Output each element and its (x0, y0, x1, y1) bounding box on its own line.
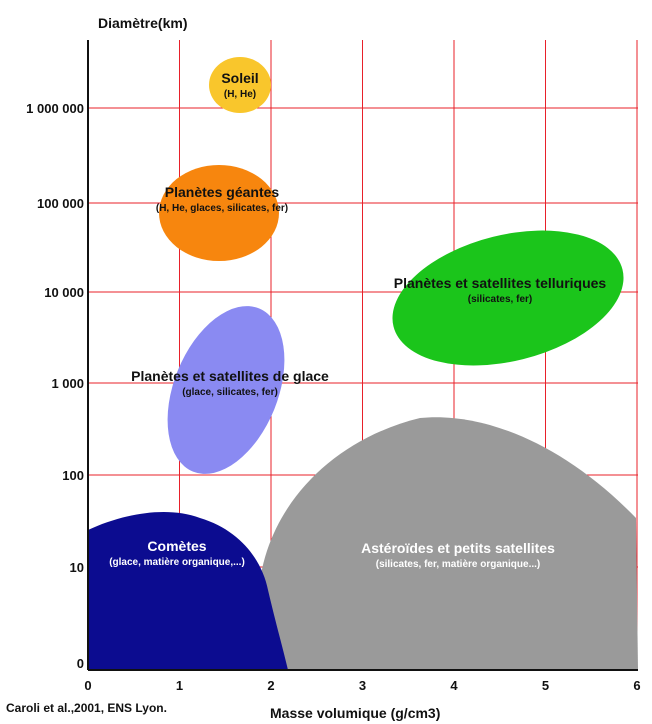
x-axis-title: Masse volumique (g/cm3) (270, 705, 440, 721)
x-tick-label: 0 (84, 678, 91, 693)
x-tick-label: 6 (633, 678, 640, 693)
y-ticks: 0 10 100 1 000 10 000 100 000 1 000 000 (26, 101, 84, 671)
region-name: Astéroïdes et petits satellites (361, 540, 555, 556)
region-composition: (glace, silicates, fer) (182, 387, 278, 398)
region-composition: (silicates, fer, matière organique...) (376, 559, 541, 570)
y-tick-label: 100 (62, 468, 84, 483)
region-planetes-telluriques (392, 230, 624, 366)
y-tick-label: 10 (70, 560, 84, 575)
region-label: Planètes et satellites de glace (glace, s… (131, 368, 329, 398)
region-label: Astéroïdes et petits satellites (silicate… (361, 540, 555, 570)
x-tick-label: 4 (450, 678, 458, 693)
y-tick-label: 100 000 (37, 196, 84, 211)
x-tick-label: 1 (176, 678, 183, 693)
region-label: Soleil (H, He) (221, 70, 258, 100)
y-tick-label: 1 000 (51, 376, 84, 391)
y-axis-title: Diamètre(km) (98, 15, 187, 31)
region-composition: (glace, matière organique,...) (109, 557, 245, 568)
region-label: Planètes et satellites telluriques (silic… (394, 275, 607, 305)
y-tick-label: 1 000 000 (26, 101, 84, 116)
region-asteroides (258, 417, 638, 670)
region-label: Planètes géantes (H, He, glaces, silicate… (156, 184, 288, 214)
x-tick-label: 2 (267, 678, 274, 693)
region-labels: Soleil (H, He) Planètes géantes (H, He, gla… (109, 70, 606, 570)
x-ticks: 0 1 2 3 4 5 6 (84, 678, 640, 693)
region-composition: (silicates, fer) (468, 294, 532, 305)
x-tick-label: 5 (542, 678, 549, 693)
x-tick-label: 3 (359, 678, 366, 693)
region-composition: (H, He) (224, 89, 256, 100)
region-name: Planètes et satellites de glace (131, 368, 329, 384)
region-soleil (209, 57, 271, 113)
credit-text: Caroli et al.,2001, ENS Lyon. (6, 701, 167, 715)
region-name: Planètes géantes (165, 184, 280, 200)
region-cometes (88, 511, 288, 670)
y-tick-label: 10 000 (44, 285, 84, 300)
region-label: Comètes (glace, matière organique,...) (109, 538, 245, 568)
region-planetes-geantes (159, 165, 279, 261)
region-name: Soleil (221, 70, 258, 86)
region-composition: (H, He, glaces, silicates, fer) (156, 203, 288, 214)
region-planetes-glace (167, 306, 285, 474)
y-tick-label: 0 (77, 656, 84, 671)
region-name: Planètes et satellites telluriques (394, 275, 607, 291)
region-name: Comètes (147, 538, 206, 554)
